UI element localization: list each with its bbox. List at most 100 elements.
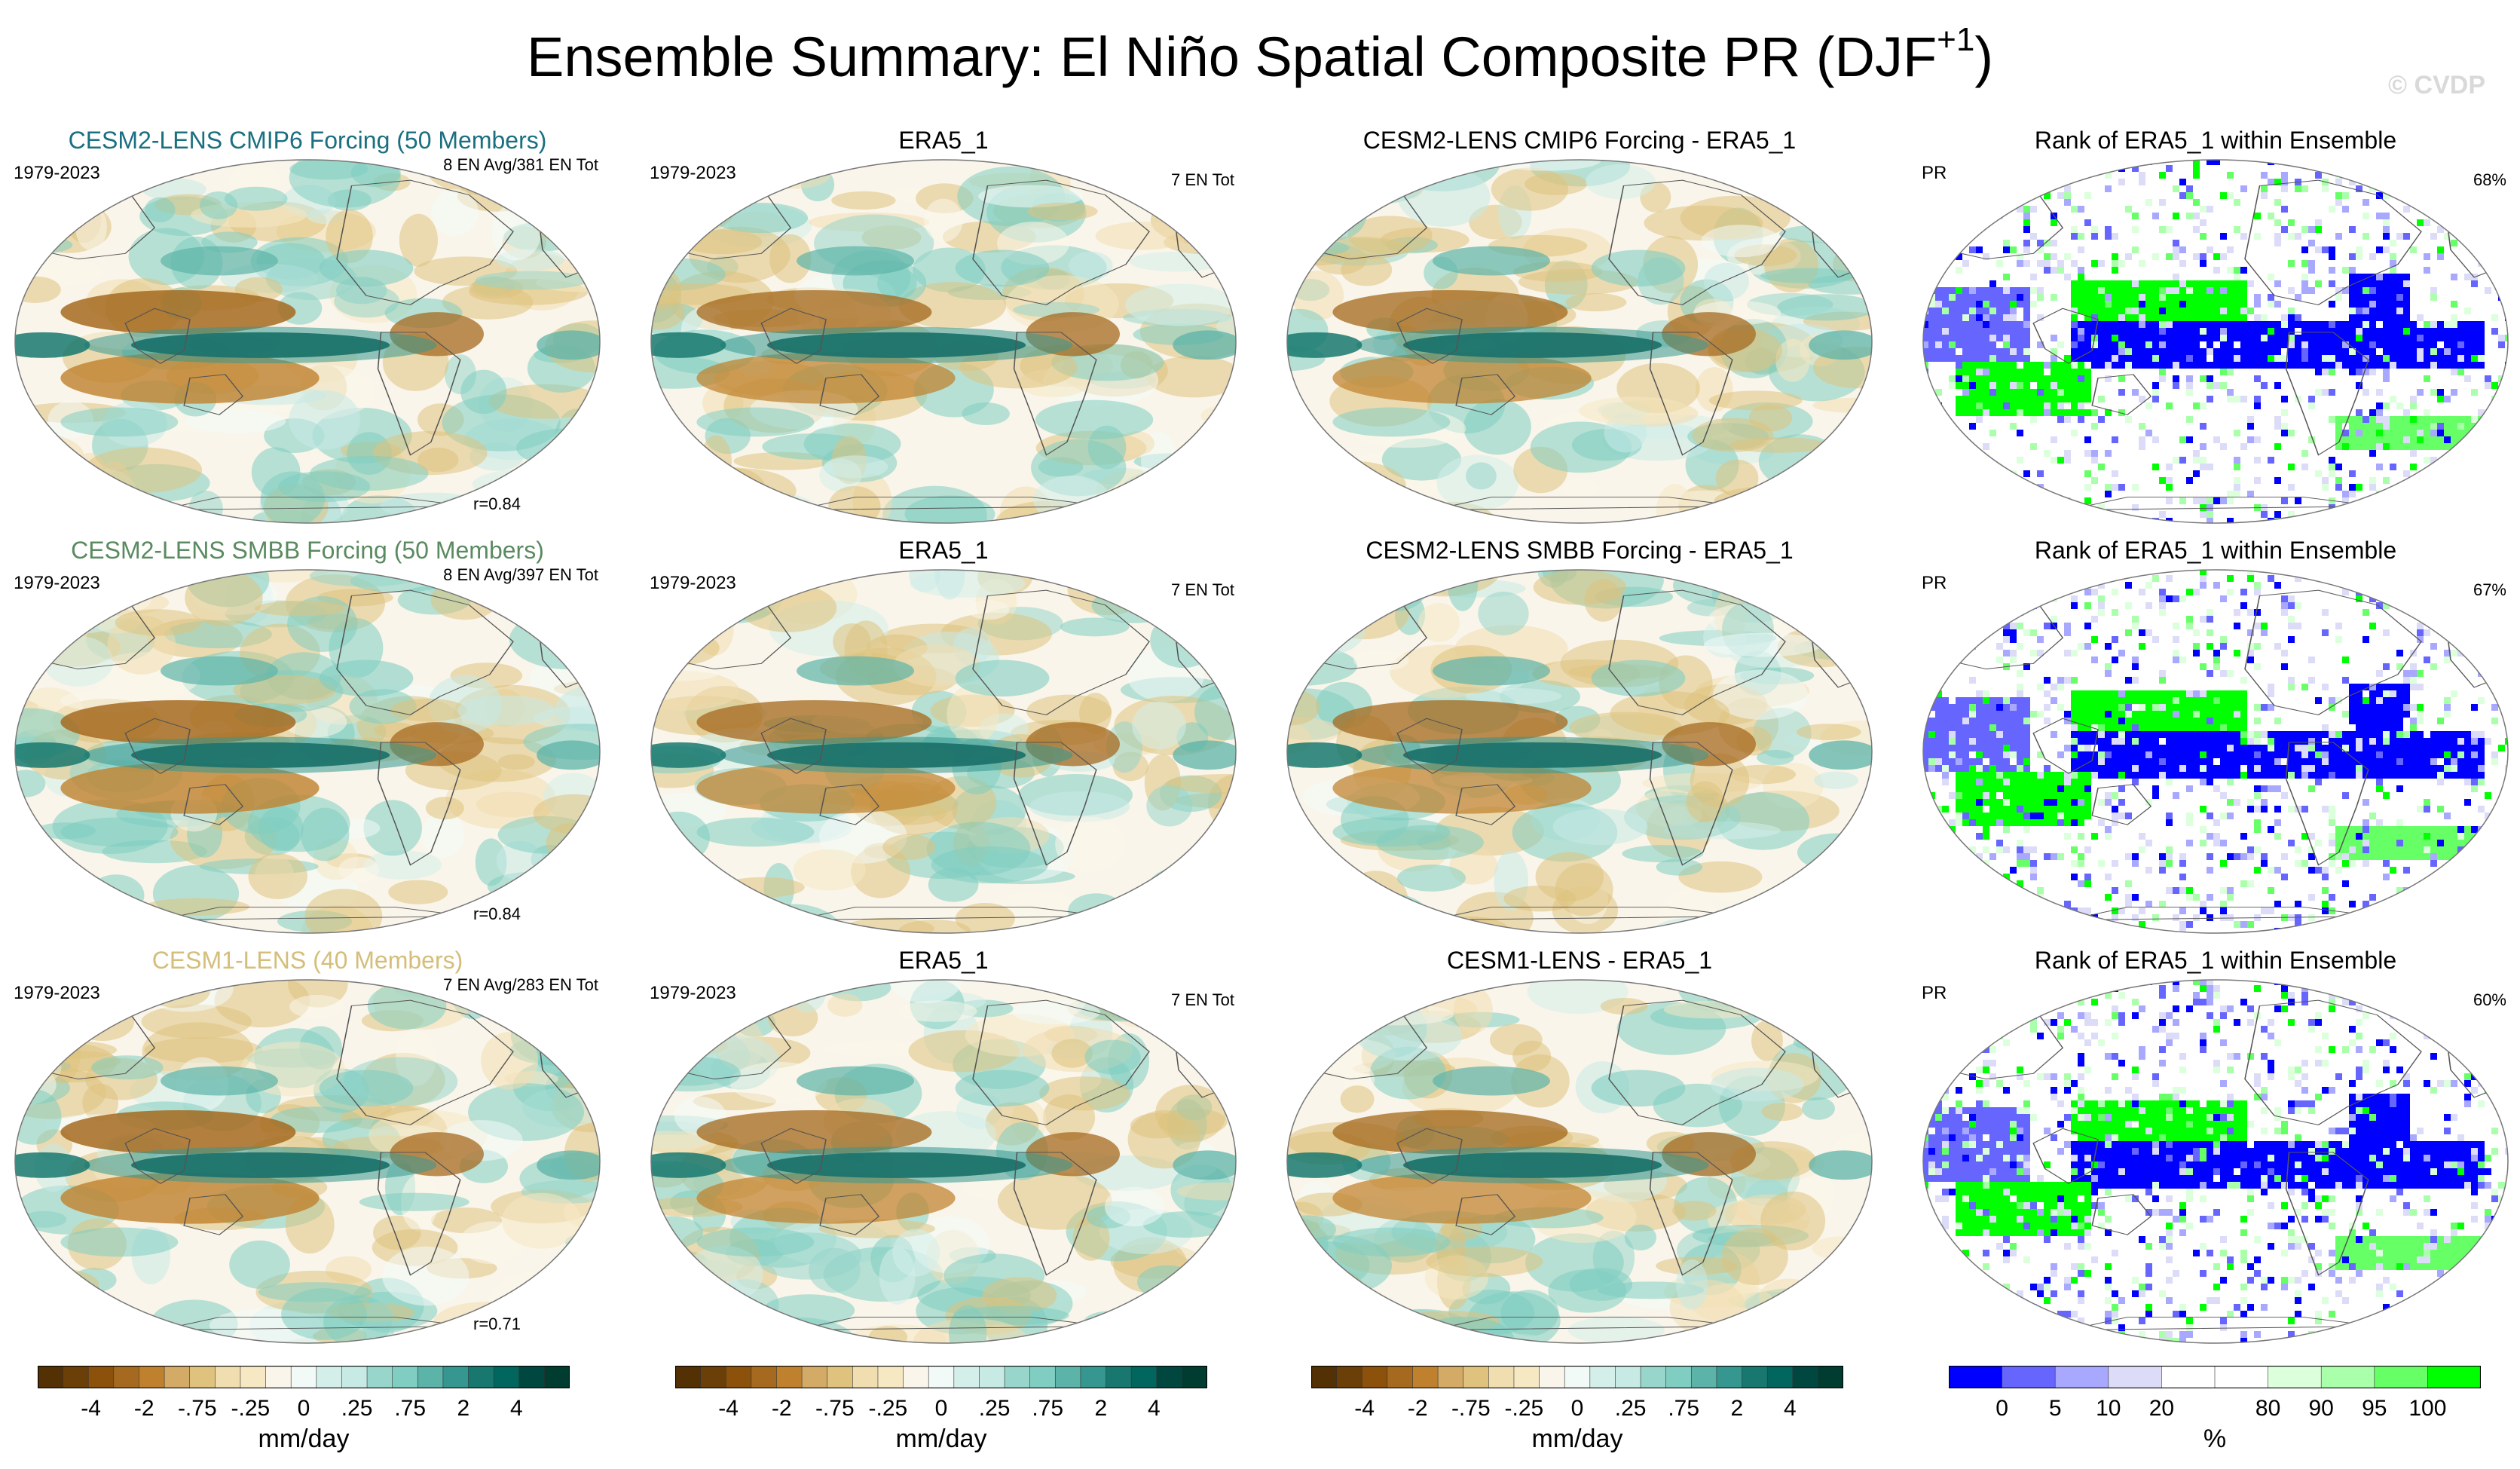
panel-years-label: 1979-2023 <box>650 983 736 1003</box>
colorbar-swatch <box>877 1366 904 1388</box>
colorbar-swatch <box>1742 1366 1768 1388</box>
map-rank <box>1922 979 2509 1344</box>
colorbar-tick-label: 0 <box>297 1396 310 1421</box>
colorbar-swatch <box>316 1366 343 1388</box>
colorbar-swatch <box>2427 1366 2481 1388</box>
panel-years-label: 1979-2023 <box>14 163 100 183</box>
panel-correlation-label: r=0.71 <box>473 1314 521 1333</box>
panel-title-rank: Rank of ERA5_1 within Ensemble <box>2034 537 2397 564</box>
panel-count-label: 7 EN Avg/283 EN Tot <box>443 975 598 994</box>
panel-title-obs: ERA5_1 <box>898 947 989 974</box>
colorbar-swatch <box>1513 1366 1540 1388</box>
colorbar-swatch <box>2214 1366 2269 1388</box>
panel-title-model: CESM2-LENS CMIP6 Forcing (50 Members) <box>68 127 547 154</box>
colorbar-swatch <box>442 1366 469 1388</box>
colorbar-swatch <box>1106 1366 1132 1388</box>
panel-title-obs: ERA5_1 <box>898 537 989 564</box>
colorbar-swatch <box>493 1366 520 1388</box>
colorbar-1 <box>38 1366 570 1388</box>
panel-percent-label: 68% <box>2473 170 2506 189</box>
colorbar-tick-label: -.25 <box>868 1396 908 1421</box>
figure-title-main: Ensemble Summary: El Niño Spatial Compos… <box>526 26 1937 88</box>
panel-count-label: 7 EN Tot <box>1171 990 1234 1009</box>
figure-title-superscript: +1 <box>1937 21 1975 58</box>
colorbar-swatch <box>417 1366 444 1388</box>
colorbar-swatch <box>1463 1366 1490 1388</box>
colorbar-swatch <box>953 1366 980 1388</box>
colorbar-swatch <box>827 1366 854 1388</box>
colorbar-tick-label: .25 <box>978 1396 1011 1421</box>
colorbar-tick-label: -4 <box>718 1396 739 1421</box>
map-obs <box>650 159 1237 524</box>
colorbar-swatch <box>903 1366 929 1388</box>
colorbar-swatch <box>1361 1366 1388 1388</box>
colorbar-tick-label: 95 <box>2362 1396 2387 1421</box>
colorbar-swatch <box>1792 1366 1819 1388</box>
colorbar-swatch <box>1690 1366 1717 1388</box>
panel-title-model: CESM1-LENS (40 Members) <box>151 947 463 974</box>
colorbar-tick-label: -2 <box>133 1396 154 1421</box>
panel-title-diff: CESM1-LENS - ERA5_1 <box>1446 947 1713 974</box>
colorbar-tick-label: 20 <box>2148 1396 2175 1421</box>
colorbar-swatch <box>1665 1366 1693 1388</box>
colorbar-swatch <box>675 1366 702 1388</box>
map-obs <box>650 979 1237 1344</box>
colorbar-swatch <box>1437 1366 1464 1388</box>
colorbar-tick-label: .75 <box>394 1396 427 1421</box>
panel-count-label: 8 EN Avg/397 EN Tot <box>443 565 598 584</box>
colorbar-swatch <box>1766 1366 1794 1388</box>
map-rank <box>1922 159 2509 524</box>
panel-count-label: 7 EN Tot <box>1171 170 1234 189</box>
colorbar-tick-label: -2 <box>771 1396 792 1421</box>
colorbar-tick-label: -.25 <box>1504 1396 1544 1421</box>
colorbar-tick-label: 0 <box>1996 1396 2008 1421</box>
colorbar-tick-label: -4 <box>1354 1396 1375 1421</box>
panel-variable-label: PR <box>1922 983 1947 1003</box>
cvdp-watermark: © CVDP <box>2388 71 2485 99</box>
colorbar-swatch <box>1539 1366 1565 1388</box>
panel-years-label: 1979-2023 <box>650 163 736 183</box>
colorbar-swatch <box>1387 1366 1414 1388</box>
panel-variable-label: PR <box>1922 573 1947 593</box>
colorbar-unit-label: mm/day <box>1531 1425 1623 1453</box>
colorbar-swatch <box>518 1366 546 1388</box>
colorbar-swatch <box>1949 1366 2003 1388</box>
colorbar-tick-label: -2 <box>1407 1396 1428 1421</box>
panel-title-rank: Rank of ERA5_1 within Ensemble <box>2034 127 2397 154</box>
colorbar-swatch <box>164 1366 191 1388</box>
panel-title-diff: CESM2-LENS SMBB Forcing - ERA5_1 <box>1366 537 1794 564</box>
colorbar-2 <box>675 1366 1207 1388</box>
colorbar-swatch <box>1182 1366 1207 1388</box>
panel-variable-label: PR <box>1922 163 1947 183</box>
colorbar-tick-label: 2 <box>457 1396 470 1421</box>
colorbar-swatch <box>1311 1366 1338 1388</box>
map-model <box>14 159 601 524</box>
colorbar-swatch <box>468 1366 494 1388</box>
map-model <box>14 979 601 1344</box>
colorbar-tick-label: 10 <box>2096 1396 2121 1421</box>
colorbar-swatch <box>290 1366 317 1388</box>
figure-title-close: ) <box>1974 26 1993 88</box>
panel-years-label: 1979-2023 <box>650 573 736 593</box>
colorbar-tick-label: .25 <box>1614 1396 1647 1421</box>
map-model <box>14 569 601 934</box>
colorbar-swatch <box>1080 1366 1107 1388</box>
colorbar-tick-label: 0 <box>1570 1396 1584 1421</box>
colorbar-swatch <box>2161 1366 2216 1388</box>
colorbar-swatch <box>2374 1366 2429 1388</box>
colorbar-unit-label: % <box>2203 1425 2227 1453</box>
colorbar-swatch <box>776 1366 803 1388</box>
colorbar-swatch <box>139 1366 165 1388</box>
colorbar-swatch <box>392 1366 419 1388</box>
colorbar-swatch <box>1412 1366 1439 1388</box>
colorbar-swatch <box>1488 1366 1515 1388</box>
colorbar-swatch <box>113 1366 140 1388</box>
panel-title-obs: ERA5_1 <box>898 127 989 154</box>
colorbar-swatch <box>544 1366 570 1388</box>
colorbar-swatch <box>265 1366 292 1388</box>
colorbar-tick-label: 80 <box>2255 1396 2281 1421</box>
colorbar-swatch <box>87 1366 115 1388</box>
colorbar-swatch <box>801 1366 828 1388</box>
colorbar-swatch <box>2002 1366 2056 1388</box>
colorbar-swatch <box>366 1366 393 1388</box>
